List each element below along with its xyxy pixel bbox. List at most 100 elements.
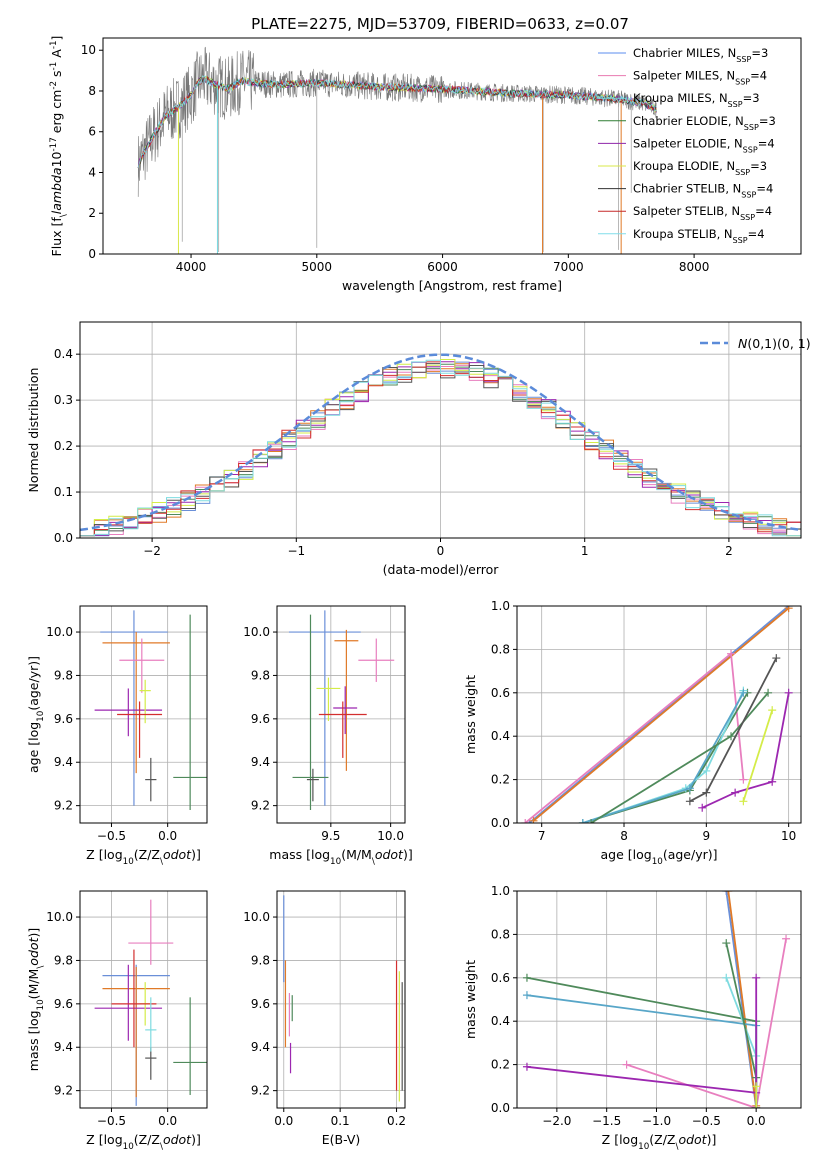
axes-weight-vs-Z: −2.0 −1.5 −1.0 −0.5 0.0 0.0 0.2 0.4 0.6 0.8 1.0 Z [… [463,884,802,1152]
legend-label: Kroupa STELIB, NSSP=4 [633,227,765,245]
model-line-8 [137,75,657,169]
tick-label-x: 0.0 [158,829,177,843]
weight-marker [685,784,694,793]
tick-label-x: 0.0 [274,1114,293,1128]
tick-label-y: 10 [81,43,96,57]
axes-age-vs-Z: −0.5 0.0 9.2 9.4 9.6 9.8 10.0 Z [log10(Z/Z\odot… [26,605,208,867]
weight-marker [522,1062,531,1071]
tick-label-y: 0.2 [54,439,73,453]
legend-label: Chabrier ELODIE, NSSP=3 [633,114,776,132]
weight-marker [722,973,731,982]
weight-marker [772,654,781,663]
tick-label-x: 10.0 [377,829,404,843]
legend-label: Kroupa MILES, NSSP=3 [633,91,760,109]
axes-spectrum: 4000 5000 6000 7000 8000 0 2 4 6 8 10 wavelength [A… [49,36,802,293]
tick-label-x: −2.0 [542,1114,571,1128]
axes-weight-vs-age: 7 8 9 10 0.0 0.2 0.4 0.6 0.8 1.0 age [log10(age/yr… [463,599,802,867]
legend-label: N(0,1)(0, 1) [738,336,811,351]
plot-area-mass-vs-Z [94,899,207,1106]
tick-label-y: 9.8 [251,668,270,682]
axes-frame [516,890,802,1109]
weight-marker [685,797,694,806]
axes-frame [79,321,802,539]
weight-marker [724,891,733,895]
tick-label-y: 1.0 [491,599,510,613]
tick-label-y: 0.0 [491,1101,510,1115]
axes-frame [79,890,208,1109]
weight-line-0 [528,606,790,823]
model-line-6 [137,76,657,169]
weight-line-1 [727,891,758,1106]
observed-spectrum-line [137,46,657,197]
tick-label-x: −1.5 [592,1114,621,1128]
weight-marker [768,777,777,786]
tick-label-x: 7 [538,829,546,843]
weight-marker [764,688,773,697]
tick-label-x: 0.0 [158,1114,177,1128]
weight-marker [731,788,740,797]
axes-frame [516,605,802,824]
tick-label-y: 9.6 [54,997,73,1011]
weight-marker [529,816,538,823]
axes-frame [276,890,406,1109]
tick-label-y: 6 [88,125,96,139]
plot-area-age-vs-Z [94,610,207,810]
tick-label-y: 9.4 [54,1040,73,1054]
tick-label-x: −0.5 [692,1114,721,1128]
legend-label: Kroupa ELODIE, NSSP=3 [633,159,767,177]
tick-label-y: 9.6 [54,712,73,726]
tick-label-y: 0.4 [54,347,73,361]
tick-label-y: 0.4 [491,1014,510,1028]
tick-label-x: −0.5 [97,1114,126,1128]
legend-label: Chabrier STELIB, NSSP=4 [633,182,773,200]
tick-label-y: 0.8 [491,927,510,941]
weight-marker [622,1060,631,1069]
tick-label-y: 9.2 [251,799,270,813]
tick-label-y: 9.2 [54,799,73,813]
tick-label-x: −1 [287,544,305,558]
axes-frame [102,37,802,255]
legend-label: Chabrier MILES, NSSP=3 [633,46,768,64]
weight-marker [522,973,531,982]
tick-label-y: 10.0 [46,910,73,924]
tick-label-y: 4 [88,165,96,179]
tick-label-x: 10 [781,829,796,843]
axis-label-x: Z [log10(Z/Z\odot)] [602,1132,717,1152]
weight-marker [722,891,731,895]
figure-title: PLATE=2275, MJD=53709, FIBERID=0633, z=0… [251,15,629,33]
plot-area-weight-vs-Z [522,891,791,1108]
tick-label-x: −1.0 [642,1114,671,1128]
weight-line-7 [701,692,790,809]
axis-label-y: mass weight [463,960,478,1039]
tick-label-x: 8 [620,829,628,843]
weight-marker [752,973,761,982]
tick-label-x: 0.2 [387,1114,406,1128]
axes-age-vs-mass: 9.5 10.0 9.2 9.4 9.6 9.8 10.0 mass [log10(M/M\o… [243,605,413,867]
tick-label-x: 9.5 [321,829,340,843]
weight-marker [578,819,587,823]
legend-label: Salpeter MILES, NSSP=4 [633,69,767,87]
tick-label-y: 9.8 [54,668,73,682]
legend-label: Salpeter ELODIE, NSSP=4 [633,136,775,154]
weight-marker [752,1104,761,1108]
tick-label-y: 10.0 [243,910,270,924]
tick-label-x: 8000 [679,260,710,274]
tick-label-y: 0.8 [491,642,510,656]
axis-label-x: mass [log10(M/M\odot)] [269,847,412,867]
tick-label-y: 10.0 [243,625,270,639]
weight-marker [784,606,793,613]
weight-marker [784,688,793,697]
tick-label-y: 0.0 [491,816,510,830]
weight-line-2 [626,938,787,1108]
axis-label-y: Normed distribution [26,368,41,493]
weight-line-2 [524,651,745,823]
weight-line-1 [532,607,790,822]
tick-label-y: 9.4 [251,755,270,769]
tick-label-y: 0.1 [54,485,73,499]
tick-label-y: 10.0 [46,625,73,639]
plot-area-spectrum [137,46,657,254]
weight-marker [698,803,707,812]
weight-line-7 [526,977,758,1108]
plot-area-weight-vs-age [521,606,793,823]
